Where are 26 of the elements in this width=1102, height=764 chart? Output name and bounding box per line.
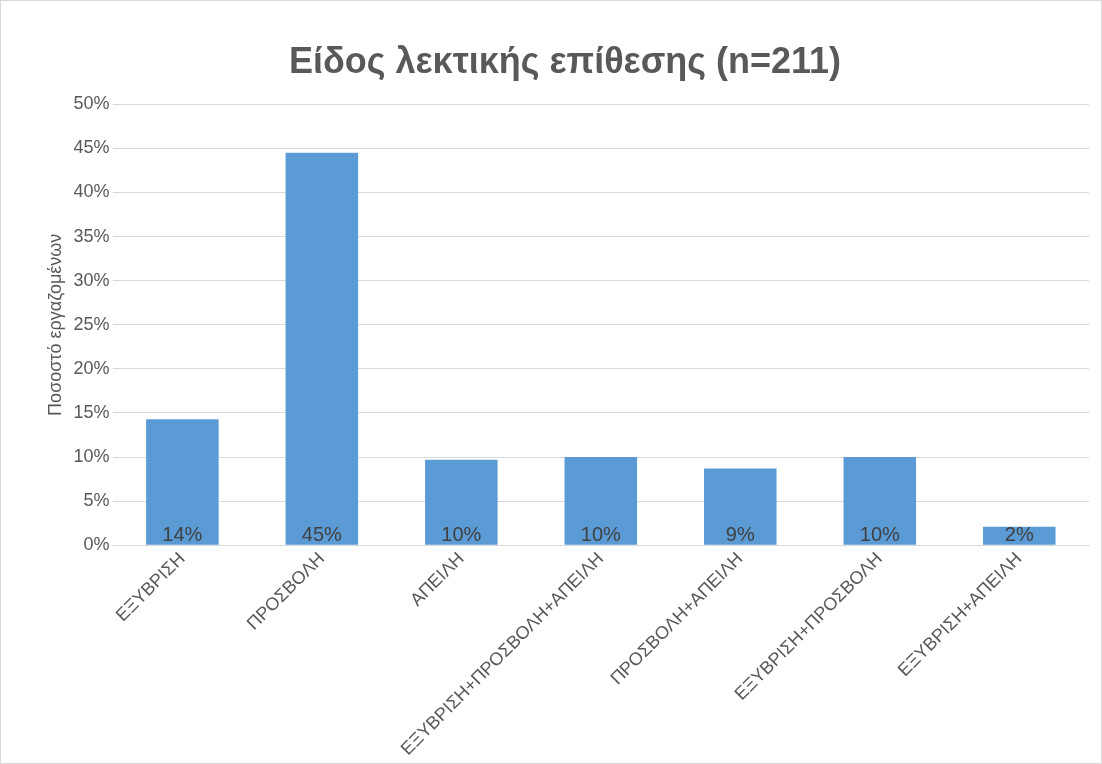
data-label: 10% bbox=[859, 523, 901, 546]
y-tick-label: 45% bbox=[73, 137, 110, 158]
bar bbox=[704, 468, 777, 545]
bar bbox=[146, 419, 219, 545]
y-tick-label: 40% bbox=[73, 181, 110, 202]
y-tick-label: 5% bbox=[83, 490, 110, 511]
y-tick-label: 15% bbox=[73, 401, 110, 422]
data-label: 10% bbox=[580, 523, 622, 546]
data-label: 14% bbox=[162, 523, 203, 546]
data-label: 2% bbox=[1004, 523, 1034, 546]
bar bbox=[843, 457, 917, 545]
data-label: 45% bbox=[301, 523, 343, 546]
data-label: 10% bbox=[441, 523, 482, 546]
chart-title: Είδος λεκτικής επίθεσης (n=211) bbox=[288, 39, 842, 81]
y-tick-label: 50% bbox=[73, 93, 110, 114]
y-tick-label: 20% bbox=[73, 357, 110, 378]
y-axis-title: Ποσοστό εργαζομένων bbox=[44, 233, 65, 416]
bar bbox=[425, 459, 498, 545]
bar bbox=[564, 457, 638, 545]
y-tick-label: 25% bbox=[73, 313, 110, 334]
bar bbox=[285, 152, 359, 545]
data-label: 9% bbox=[725, 523, 755, 546]
y-tick-label: 30% bbox=[73, 269, 110, 290]
y-tick-label: 35% bbox=[73, 225, 110, 246]
y-tick-label: 0% bbox=[83, 534, 110, 555]
y-tick-label: 10% bbox=[73, 446, 110, 467]
